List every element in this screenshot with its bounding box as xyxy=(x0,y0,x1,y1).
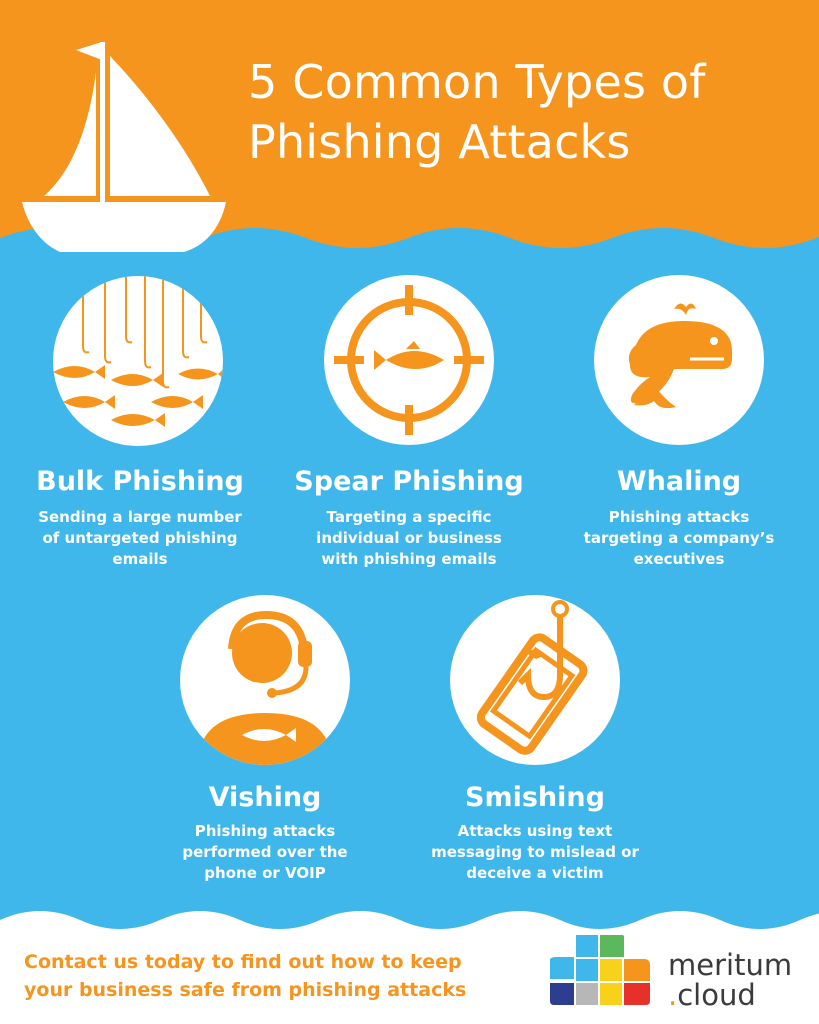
sailboat-icon xyxy=(22,42,226,252)
fish-hooks-icon xyxy=(53,276,223,427)
logo-line-2: .cloud xyxy=(668,980,792,1010)
headset-person-icon xyxy=(198,610,332,765)
brand-logo[interactable]: meritum .cloud xyxy=(668,950,792,1010)
card-desc-whaling: Phishing attacks targeting a company’s e… xyxy=(583,508,775,568)
whaling-illustration xyxy=(594,275,764,445)
card-title-smishing: Smishing xyxy=(465,782,605,813)
contact-cta: Contact us today to find out how to keep… xyxy=(24,948,544,1004)
card-title-spear-phishing: Spear Phishing xyxy=(294,466,524,497)
vishing-illustration xyxy=(180,595,350,765)
bulk-phishing-illustration xyxy=(53,276,223,446)
whale-icon xyxy=(628,303,732,409)
card-title-whaling: Whaling xyxy=(616,466,742,497)
smishing-illustration xyxy=(450,595,620,765)
spear-phishing-illustration xyxy=(324,275,494,445)
cloud-grid-icon xyxy=(550,935,650,1005)
page-title: 5 Common Types of Phishing Attacks xyxy=(248,52,808,172)
logo-line-1: meritum xyxy=(668,948,793,982)
card-desc-vishing: Phishing attacks performed over the phon… xyxy=(182,822,348,882)
cta-line-1: Contact us today to find out how to keep xyxy=(24,951,462,973)
card-title-vishing: Vishing xyxy=(208,782,322,813)
card-title-bulk-phishing: Bulk Phishing xyxy=(36,466,244,497)
logo-dot: . xyxy=(668,978,678,1012)
title-line-1: 5 Common Types of xyxy=(248,55,706,109)
cta-line-2: your business safe from phishing attacks xyxy=(24,979,467,1001)
phone-hook-icon xyxy=(476,600,588,755)
crosshair-fish-icon xyxy=(334,285,484,435)
logo-cloud-text: cloud xyxy=(677,978,756,1012)
card-desc-bulk-phishing: Sending a large number of untargeted phi… xyxy=(38,508,242,568)
card-desc-smishing: Attacks using text messaging to mislead … xyxy=(431,822,639,882)
title-line-2: Phishing Attacks xyxy=(248,115,631,169)
card-desc-spear-phishing: Targeting a specific individual or busin… xyxy=(316,508,502,568)
